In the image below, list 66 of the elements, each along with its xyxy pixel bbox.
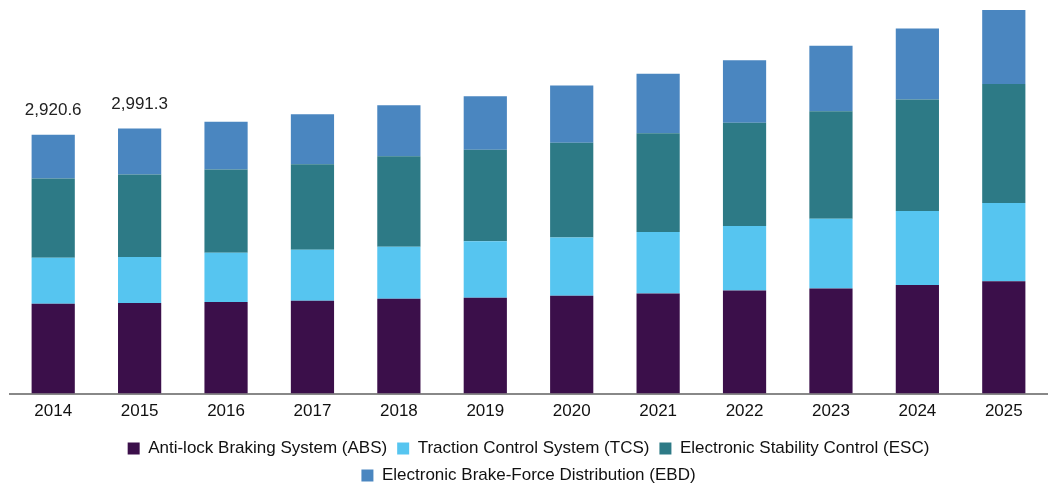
- annotation: 2,920.6: [24, 99, 82, 119]
- x-tick-label: 2021: [639, 401, 678, 421]
- x-tick-label: 2025: [984, 401, 1023, 421]
- bar: [895, 285, 939, 394]
- bar: [722, 122, 767, 226]
- bar: [118, 128, 162, 175]
- bar: [636, 293, 680, 394]
- x-tick-label: 2017: [293, 401, 332, 421]
- bar: [550, 85, 594, 143]
- bar: [550, 295, 594, 394]
- bar: [463, 241, 507, 298]
- x-tick-label: 2016: [207, 401, 245, 421]
- x-tick-label: 2023: [812, 401, 850, 421]
- bar: [377, 298, 421, 394]
- x-tick-label: 2024: [898, 401, 937, 421]
- bar: [895, 28, 939, 100]
- bar: [290, 300, 335, 394]
- bar: [31, 134, 75, 179]
- bar: [722, 290, 767, 394]
- bar: [895, 211, 939, 286]
- bar: [204, 169, 248, 253]
- bar: [463, 297, 507, 394]
- bar: [550, 237, 594, 296]
- bar: [290, 114, 335, 165]
- bar: [290, 164, 335, 250]
- legend-label: Anti-lock Braking System (ABS): [148, 438, 388, 458]
- bar: [118, 303, 162, 394]
- bar: [118, 257, 162, 304]
- annotation: 2,991.3: [111, 93, 168, 113]
- legend-label: Electronic Stability Control (ESC): [679, 438, 930, 458]
- x-tick-label: 2015: [120, 401, 159, 421]
- x-tick-label: 2022: [725, 401, 764, 421]
- bar: [636, 133, 680, 233]
- bar: [118, 174, 162, 258]
- bar: [463, 149, 507, 242]
- bar: [982, 84, 1026, 203]
- bar: [204, 252, 248, 302]
- bar: [31, 178, 75, 258]
- bar: [31, 257, 75, 304]
- bar: [982, 10, 1026, 85]
- bar: [204, 121, 248, 170]
- x-tick-label: 2014: [34, 401, 73, 421]
- bar: [290, 249, 335, 301]
- bar: [982, 281, 1026, 394]
- bar: [31, 303, 75, 394]
- bar: [377, 246, 421, 299]
- bar: [809, 288, 853, 394]
- x-tick-label: 2018: [379, 401, 418, 421]
- x-tick-label: 2020: [552, 401, 591, 421]
- x-tick-label: 2019: [466, 401, 505, 421]
- bar: [636, 73, 680, 134]
- bar: [722, 225, 767, 291]
- bar: [204, 301, 248, 394]
- bar: [377, 105, 421, 157]
- bar: [377, 156, 421, 247]
- bar: [722, 60, 767, 123]
- legend-label: Electronic Brake-Force Distribution (EBD): [381, 465, 696, 485]
- bar: [550, 142, 594, 238]
- bar: [809, 111, 853, 219]
- bar: [982, 202, 1026, 282]
- bar: [809, 218, 853, 289]
- bar: [636, 232, 680, 294]
- bar: [895, 99, 939, 212]
- legend-label: Traction Control System (TCS): [417, 438, 650, 458]
- bar: [809, 45, 853, 112]
- bar: [463, 96, 507, 150]
